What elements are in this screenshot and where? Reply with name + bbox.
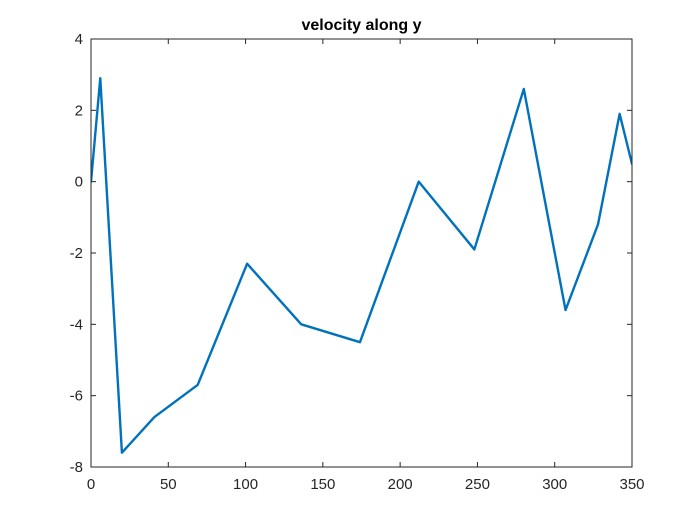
y-tick-label: 2 <box>75 102 83 119</box>
y-tick-label: -6 <box>70 388 83 405</box>
y-tick-label: -4 <box>70 316 83 333</box>
x-tick-label: 350 <box>619 476 644 493</box>
series-line-0 <box>91 77 632 454</box>
chart-title: velocity along y <box>301 17 421 34</box>
y-tick-label: 0 <box>75 174 83 191</box>
y-tick-label: -8 <box>70 459 83 476</box>
x-tick-label: 150 <box>310 476 335 493</box>
y-tick-label: 4 <box>75 31 83 48</box>
y-tick-label: -2 <box>70 245 83 262</box>
plot-area <box>91 39 632 467</box>
x-tick-label: 100 <box>233 476 258 493</box>
x-tick-label: 250 <box>465 476 490 493</box>
x-tick-label: 200 <box>388 476 413 493</box>
x-tick-label: 300 <box>542 476 567 493</box>
x-tick-label: 0 <box>87 476 95 493</box>
x-tick-label: 50 <box>160 476 177 493</box>
